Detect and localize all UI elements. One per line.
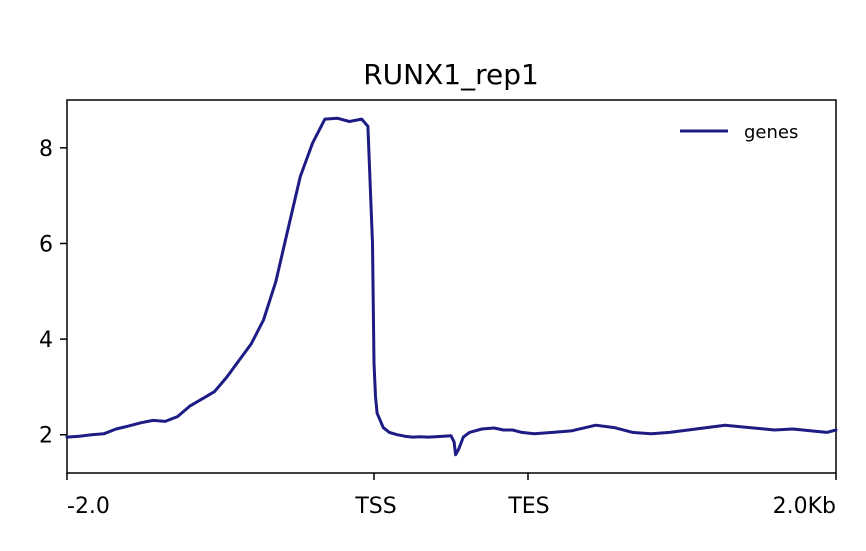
legend: genes — [680, 122, 798, 143]
x-tick-label: 2.0Kb — [773, 494, 836, 519]
series-layer — [65, 116, 838, 457]
y-axis: 2 4 6 8 — [39, 137, 67, 449]
series-line — [65, 116, 838, 457]
y-tick-label: 6 — [39, 232, 53, 257]
x-tick-label: TES — [507, 494, 549, 519]
y-tick-label: 2 — [39, 424, 53, 449]
chart-title: RUNX1_rep1 — [363, 58, 539, 91]
x-tick-label: TSS — [354, 494, 396, 519]
y-tick-label: 4 — [39, 328, 53, 353]
y-tick-label: 8 — [39, 137, 53, 162]
legend-label: genes — [744, 122, 798, 143]
x-axis: -2.0 TSS TES 2.0Kb — [66, 473, 837, 519]
x-tick-label: -2.0 — [67, 494, 110, 519]
plot-area — [66, 99, 837, 474]
